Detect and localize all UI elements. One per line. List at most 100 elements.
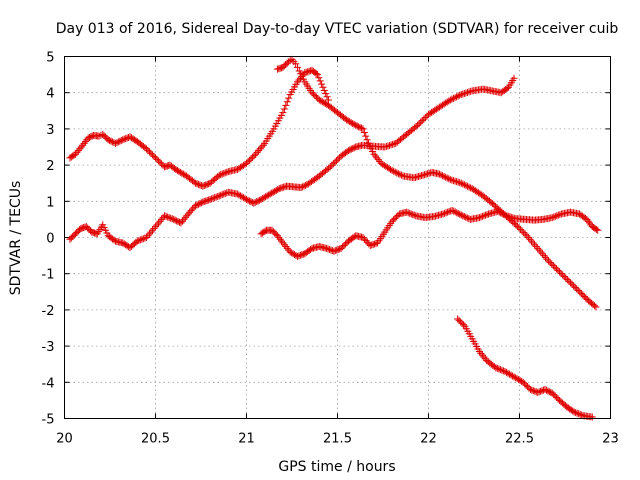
data-point-marker — [344, 147, 352, 155]
data-point-marker — [256, 145, 264, 153]
data-point-marker — [343, 148, 351, 156]
data-point-marker — [462, 182, 470, 190]
data-point-marker — [566, 279, 574, 287]
data-point-marker — [451, 94, 459, 102]
x-tick-label: 21 — [238, 432, 255, 447]
data-point-marker — [253, 198, 261, 206]
data-point-marker — [212, 193, 220, 201]
data-point-marker — [446, 96, 454, 104]
y-tick-label: 1 — [46, 195, 54, 210]
data-point-marker — [192, 202, 200, 210]
data-point-marker — [202, 197, 210, 205]
data-point-marker — [155, 219, 163, 227]
data-point-marker — [393, 169, 401, 177]
data-point-marker — [490, 363, 498, 371]
data-point-marker — [456, 210, 464, 218]
data-point-marker — [323, 244, 331, 252]
data-point-marker — [275, 185, 283, 193]
data-point-marker — [265, 191, 273, 199]
data-point-marker — [420, 115, 428, 123]
data-point-marker — [308, 89, 316, 97]
data-point-marker — [309, 90, 317, 98]
data-point-marker — [559, 271, 567, 279]
data-point-marker — [542, 253, 549, 261]
data-point-marker — [544, 387, 552, 395]
data-point-marker — [239, 194, 247, 202]
data-point-marker — [311, 92, 319, 100]
data-point-marker — [505, 370, 513, 378]
data-point-marker — [456, 179, 464, 187]
data-point-marker — [318, 98, 326, 106]
data-point-marker — [340, 241, 348, 249]
data-point-marker — [328, 161, 336, 169]
data-point-marker — [353, 122, 361, 130]
data-point-marker — [299, 183, 307, 191]
data-point-marker — [374, 156, 382, 164]
data-point-marker — [522, 381, 530, 389]
data-point-marker — [538, 250, 546, 258]
data-point-marker — [183, 212, 191, 220]
data-point-marker — [459, 321, 467, 329]
data-point-marker — [520, 229, 528, 237]
data-point-marker — [410, 211, 418, 219]
data-point-marker — [312, 70, 320, 78]
data-point-marker — [445, 175, 453, 183]
data-point-marker — [203, 197, 211, 205]
data-point-marker — [390, 140, 398, 148]
data-point-marker — [200, 182, 208, 190]
data-point-marker — [529, 387, 537, 395]
data-point-marker — [396, 170, 404, 178]
data-point-marker — [562, 274, 570, 282]
data-point-marker — [542, 386, 550, 394]
data-point-marker — [116, 137, 124, 145]
data-point-marker — [176, 168, 184, 176]
data-point-marker — [110, 236, 118, 244]
data-point-marker — [168, 215, 176, 223]
series-arc-2 — [66, 74, 518, 252]
data-point-marker — [462, 89, 470, 97]
x-tick-label: 22 — [420, 432, 437, 447]
data-point-marker — [557, 269, 565, 277]
data-point-marker — [540, 252, 548, 260]
data-point-marker — [300, 182, 308, 190]
data-point-marker — [208, 195, 216, 203]
data-point-marker — [465, 88, 473, 96]
data-point-marker — [501, 211, 509, 219]
data-point-marker — [293, 78, 301, 86]
data-point-marker — [349, 144, 357, 152]
data-point-marker — [346, 118, 354, 126]
data-point-marker — [133, 237, 141, 245]
data-point-marker — [515, 376, 523, 384]
data-point-marker — [249, 153, 257, 161]
data-point-marker — [278, 184, 286, 192]
data-point-marker — [321, 100, 329, 108]
data-point-marker — [347, 145, 355, 153]
data-point-marker — [392, 213, 400, 221]
data-point-marker — [244, 158, 252, 166]
chart-title: Day 013 of 2016, Sidereal Day-to-day VTE… — [56, 21, 619, 37]
data-point-marker — [120, 135, 128, 143]
data-point-marker — [209, 194, 217, 202]
data-point-marker — [243, 195, 250, 203]
data-point-marker — [457, 179, 465, 187]
data-point-marker — [156, 217, 164, 225]
y-tick-label: -1 — [42, 268, 55, 283]
data-point-marker — [497, 209, 505, 217]
data-point-marker — [459, 180, 467, 188]
data-point-marker — [550, 391, 558, 399]
data-point-marker — [257, 195, 265, 203]
data-point-marker — [580, 293, 588, 301]
data-point-marker — [324, 245, 332, 253]
data-point-marker — [573, 285, 581, 293]
data-point-marker — [144, 232, 152, 240]
data-point-marker — [217, 191, 225, 199]
data-point-marker — [256, 196, 264, 204]
data-point-marker — [359, 234, 367, 241]
data-point-marker — [554, 211, 562, 219]
data-point-marker — [516, 376, 524, 384]
data-point-marker — [528, 386, 536, 394]
grid — [64, 56, 611, 419]
data-point-marker — [271, 187, 279, 195]
data-point-marker — [332, 157, 340, 165]
